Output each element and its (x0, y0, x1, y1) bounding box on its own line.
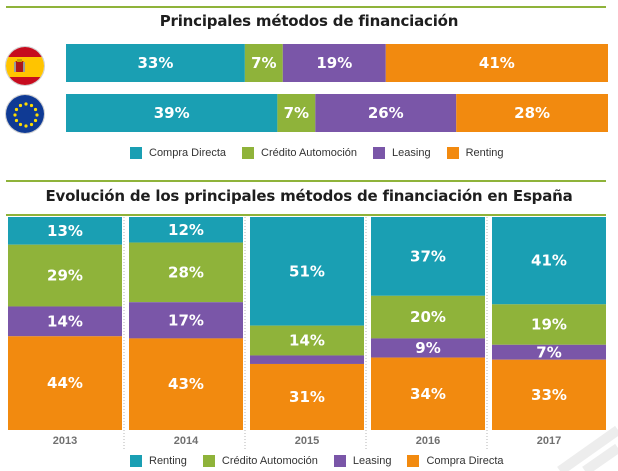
vbar-2017-leasing (492, 344, 606, 360)
vbar-2015-compra-directa (250, 363, 364, 430)
legend-swatch (130, 147, 142, 159)
bottom-legend: Renting Crédito Automoción Leasing Compra D… (130, 455, 520, 467)
vbar-label-2016-renting: 37% (410, 247, 446, 265)
legend-label: Renting (465, 147, 504, 159)
vbar-2013-leasing (8, 306, 122, 337)
hbar-label-europa-credito-automocion: 7% (284, 104, 309, 122)
legend-label: Crédito Automoción (221, 455, 318, 467)
year-label-2014: 2014 (174, 435, 199, 447)
hbar-europa-renting (456, 94, 608, 132)
vbar-2016-renting (371, 217, 485, 296)
legend-swatch (446, 147, 459, 159)
legend-label: Compra Directa (149, 147, 227, 159)
vbar-2014-credito-automocion (129, 242, 243, 303)
watermark-shape (557, 425, 618, 471)
vbar-2015-credito-automocion (250, 325, 364, 356)
vbar-2015-renting (250, 217, 364, 326)
eu-flag-icon (5, 94, 45, 134)
hbar-espana-leasing (282, 44, 386, 82)
vbar-2014-leasing (129, 302, 243, 339)
legend-swatch (130, 455, 142, 467)
vbar-label-2016-leasing: 9% (415, 339, 440, 357)
hbar-label-europa-leasing: 26% (368, 104, 404, 122)
legend-label: Renting (149, 455, 187, 467)
legend-item-leasing: Leasing (373, 147, 431, 159)
vbar-label-2014-compra-directa: 43% (168, 375, 204, 393)
top-chart-title: Principales métodos de financiación (159, 12, 459, 30)
vbar-2017-compra-directa (492, 359, 606, 430)
hbar-label-espana-credito-automocion: 7% (251, 54, 276, 72)
vbar-2014-renting (129, 217, 243, 243)
legend-swatch (242, 147, 255, 159)
hbar-espana-renting (385, 44, 608, 82)
legend-item-credito-automocion: Crédito Automoción (242, 147, 357, 159)
year-label-2017: 2017 (537, 435, 561, 447)
vbar-label-2017-compra-directa: 33% (531, 386, 567, 404)
bottom-rule (6, 214, 606, 216)
hbar-europa-leasing (315, 94, 457, 132)
legend-item-renting: Renting (446, 147, 504, 159)
legend-item-compra-directa: Compra Directa (407, 455, 504, 467)
hbar-espana-credito-automocion (244, 44, 283, 82)
hbar-label-europa-renting: 28% (514, 104, 550, 122)
vbar-2017-renting (492, 217, 606, 305)
vbar-2016-leasing (371, 338, 485, 358)
vbar-label-2013-leasing: 14% (47, 312, 83, 330)
hbar-label-espana-renting: 41% (479, 54, 515, 72)
legend-label: Compra Directa (426, 455, 504, 467)
legend-label: Leasing (352, 455, 392, 467)
vbar-label-2015-renting: 51% (289, 262, 325, 280)
legend-item-credito-automocion: Crédito Automoción (202, 455, 318, 467)
vbar-2013-credito-automocion (8, 244, 122, 307)
hbar-espana-compra-directa (66, 44, 245, 82)
middle-rule (6, 180, 606, 182)
hbar-label-espana-compra-directa: 33% (137, 54, 173, 72)
vbar-label-2015-credito-automocion: 14% (289, 332, 325, 350)
vbar-label-2013-compra-directa: 44% (47, 374, 83, 392)
hbar-europa-compra-directa (66, 94, 278, 132)
vbar-2016-compra-directa (371, 357, 485, 430)
vbar-label-2013-credito-automocion: 29% (47, 267, 83, 285)
vbar-2013-compra-directa (8, 336, 122, 430)
hbar-label-espana-leasing: 19% (316, 54, 352, 72)
hbar-label-europa-compra-directa: 39% (154, 104, 190, 122)
vbar-label-2017-credito-automocion: 19% (531, 316, 567, 334)
vbar-label-2016-compra-directa: 34% (410, 385, 446, 403)
top-legend: Compra Directa Crédito Automoción Leasing R… (130, 147, 520, 159)
vbar-label-2013-renting: 13% (47, 222, 83, 240)
vbar-label-2015-compra-directa: 31% (289, 388, 325, 406)
vbar-label-2014-renting: 12% (168, 221, 204, 239)
vbar-label-2014-credito-automocion: 28% (168, 263, 204, 281)
vbar-2014-compra-directa (129, 338, 243, 430)
legend-item-renting: Renting (130, 455, 187, 467)
vbar-label-2017-renting: 41% (531, 252, 567, 270)
legend-swatch (373, 147, 386, 159)
vbar-2013-renting (8, 217, 122, 245)
legend-swatch (202, 455, 215, 467)
vbar-2015-leasing (250, 355, 364, 364)
year-label-2015: 2015 (295, 435, 319, 447)
legend-swatch (407, 455, 420, 467)
year-label-2013: 2013 (53, 435, 77, 447)
top-rule (6, 6, 606, 8)
vbar-2017-credito-automocion (492, 304, 606, 345)
vbar-label-2014-leasing: 17% (168, 311, 204, 329)
legend-item-compra-directa: Compra Directa (130, 147, 226, 159)
vbar-label-2017-leasing: 7% (536, 343, 561, 361)
legend-item-leasing: Leasing (333, 455, 392, 467)
spain-flag-icon (5, 46, 45, 86)
hbar-europa-credito-automocion (277, 94, 316, 132)
legend-label: Leasing (392, 147, 431, 159)
year-label-2016: 2016 (416, 435, 440, 447)
vbar-2016-credito-automocion (371, 295, 485, 339)
vbar-label-2016-credito-automocion: 20% (410, 308, 446, 326)
legend-label: Crédito Automoción (261, 147, 358, 159)
bottom-chart-title: Evolución de los principales métodos de … (45, 187, 573, 205)
legend-swatch (333, 455, 346, 467)
